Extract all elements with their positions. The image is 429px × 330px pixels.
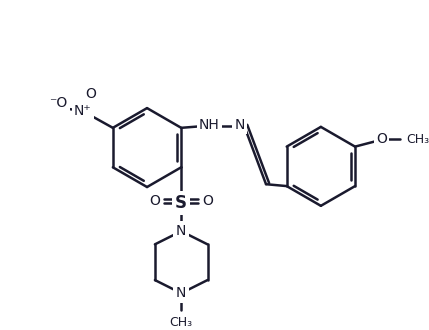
Text: N: N: [176, 286, 187, 300]
Text: CH₃: CH₃: [406, 133, 429, 146]
Text: NH: NH: [199, 118, 220, 132]
Text: N: N: [176, 224, 187, 238]
Text: N⁺: N⁺: [74, 104, 92, 118]
Text: S: S: [175, 194, 187, 212]
Text: O: O: [376, 132, 387, 146]
Text: CH₃: CH₃: [169, 316, 193, 329]
Text: O: O: [85, 87, 96, 101]
Text: O: O: [202, 194, 213, 208]
Text: O: O: [149, 194, 160, 208]
Text: ⁻O: ⁻O: [49, 96, 67, 111]
Text: N: N: [234, 118, 245, 132]
